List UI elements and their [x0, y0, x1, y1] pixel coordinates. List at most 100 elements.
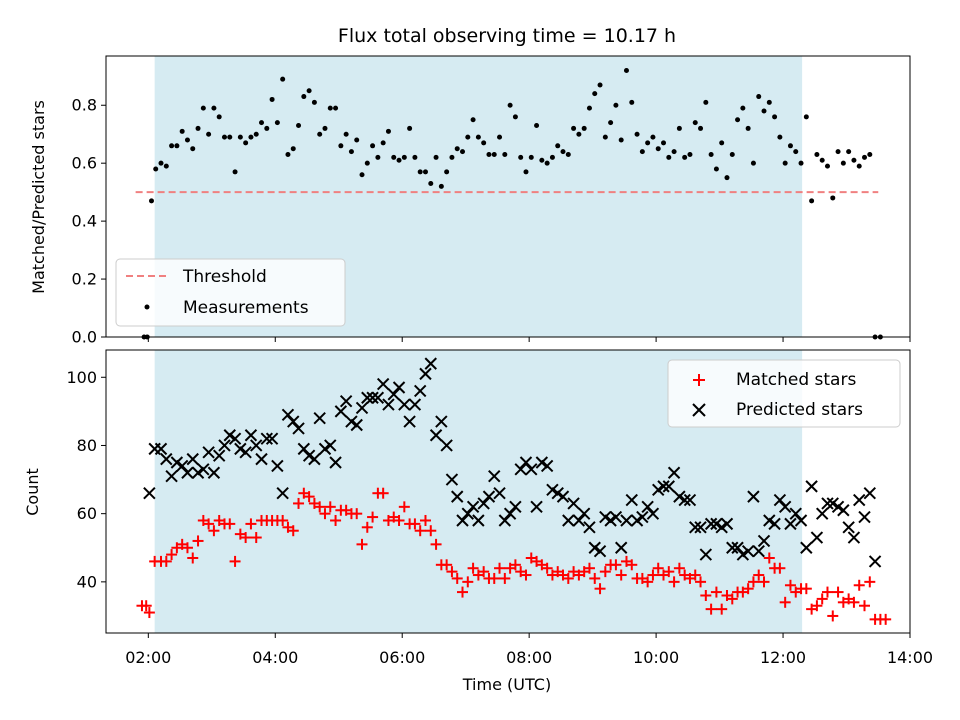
matched-stars-point — [800, 583, 812, 595]
predicted-stars-point — [143, 486, 156, 500]
matched-stars-point — [747, 576, 759, 588]
predicted-stars-point — [451, 490, 464, 503]
predicted-stars-point — [276, 486, 289, 500]
predicted-stars-point — [577, 507, 591, 520]
matched-stars-point — [562, 572, 574, 584]
count-legend-label: Predicted stars — [736, 400, 863, 420]
predicted-stars-point — [646, 507, 660, 520]
measurement-point — [650, 134, 656, 140]
count-legend-box — [667, 359, 901, 428]
ratio-y-tick-label: 0.8 — [72, 96, 97, 115]
measurement-point — [285, 151, 291, 157]
matched-stars-point — [700, 589, 712, 601]
measurement-point — [507, 102, 513, 108]
predicted-stars-point — [429, 429, 443, 442]
measurement-point — [465, 134, 471, 140]
measurement-point — [645, 140, 651, 146]
predicted-stars-point — [525, 463, 538, 476]
predicted-stars-point — [837, 504, 850, 517]
matched-stars-point — [779, 596, 791, 608]
measurement-point — [608, 120, 614, 126]
predicted-stars-point — [218, 439, 231, 452]
measurement-point — [602, 134, 608, 140]
matched-stars-points — [136, 487, 892, 625]
measurement-point — [592, 91, 598, 97]
predicted-stars-point — [847, 531, 861, 544]
measurement-point — [195, 125, 201, 131]
measurement-point — [803, 114, 809, 120]
predicted-stars-point — [678, 493, 691, 507]
predicted-stars-point — [609, 510, 623, 524]
measurement-point — [682, 154, 688, 160]
ratio-y-tick-label: 0.2 — [72, 270, 97, 289]
count-y-tick-label: 100 — [66, 368, 97, 387]
predicted-stars-point — [255, 452, 268, 466]
ratio-y-tick-label: 0.4 — [72, 212, 97, 231]
matched-stars-point — [208, 525, 220, 537]
predicted-stars-point — [281, 408, 295, 421]
predicted-stars-point — [207, 466, 221, 479]
measurement-point — [460, 149, 466, 155]
matched-stars-point — [742, 583, 754, 595]
matched-stars-point — [758, 576, 770, 588]
predicted-stars-point — [339, 394, 353, 408]
predicted-stars-point — [160, 452, 173, 466]
measurement-point — [158, 160, 164, 166]
matched-stars-point — [710, 586, 722, 598]
count-y-tick-label: 60 — [77, 504, 97, 523]
measurement-point — [862, 154, 868, 160]
measurement-point — [666, 154, 672, 160]
matched-stars-point — [668, 576, 680, 588]
matched-stars-point — [647, 569, 659, 581]
count-panel: 40 60 80 100 02:00 04:00 06:00 08:00 10:00 12:00… — [23, 349, 933, 694]
measurement-point — [724, 175, 730, 181]
measurement-point — [216, 114, 222, 120]
measurement-point — [819, 157, 825, 163]
predicted-stars-point — [572, 514, 586, 527]
matched-stars-point — [583, 562, 595, 574]
matched-stars-point — [509, 559, 521, 571]
measurement-point — [793, 149, 799, 155]
matched-stars-point — [494, 562, 506, 574]
measurement-point — [703, 99, 709, 105]
matched-stars-point — [848, 596, 860, 608]
count-y-tick-label: 40 — [77, 572, 97, 591]
measurement-point — [444, 169, 450, 175]
measurement-point — [761, 108, 767, 114]
measurement-point — [835, 149, 841, 155]
matched-stars-point — [324, 501, 336, 513]
measurement-point — [179, 128, 185, 134]
predicted-stars-point — [392, 381, 406, 394]
matched-stars-point — [361, 521, 373, 533]
measurement-point — [782, 160, 788, 166]
predicted-stars-point — [466, 500, 480, 514]
predicted-stars-point — [683, 493, 697, 507]
matched-stars-point — [192, 535, 204, 547]
measurement-point — [713, 166, 719, 172]
predicted-stars-point — [636, 510, 649, 524]
predicted-stars-point — [620, 514, 633, 527]
predicted-stars-point — [768, 517, 781, 531]
matched-stars-point — [203, 518, 215, 530]
ratio-y-axis-label: Matched/Predicted stars — [29, 100, 48, 294]
predicted-stars-point — [461, 507, 475, 520]
matched-stars-point — [705, 603, 717, 615]
matched-stars-point — [245, 518, 257, 530]
predicted-stars-point — [424, 357, 437, 370]
matched-stars-point — [774, 562, 786, 574]
measurement-point — [661, 140, 667, 146]
predicted-stars-point — [329, 456, 342, 469]
measurement-point — [407, 125, 413, 131]
predicted-stars-point — [350, 418, 363, 432]
matched-stars-point — [859, 600, 871, 612]
matched-stars-point — [143, 607, 155, 619]
predicted-stars-point — [556, 490, 570, 503]
measurement-point — [756, 94, 762, 100]
ratio-legend: Threshold Measurements — [115, 258, 346, 327]
predicted-stars-point — [562, 514, 575, 527]
predicted-stars-point — [271, 459, 284, 473]
measurement-point — [856, 163, 862, 169]
predicted-stars-point — [435, 415, 448, 428]
measurement-point — [428, 180, 434, 186]
measurement-point — [248, 134, 254, 140]
